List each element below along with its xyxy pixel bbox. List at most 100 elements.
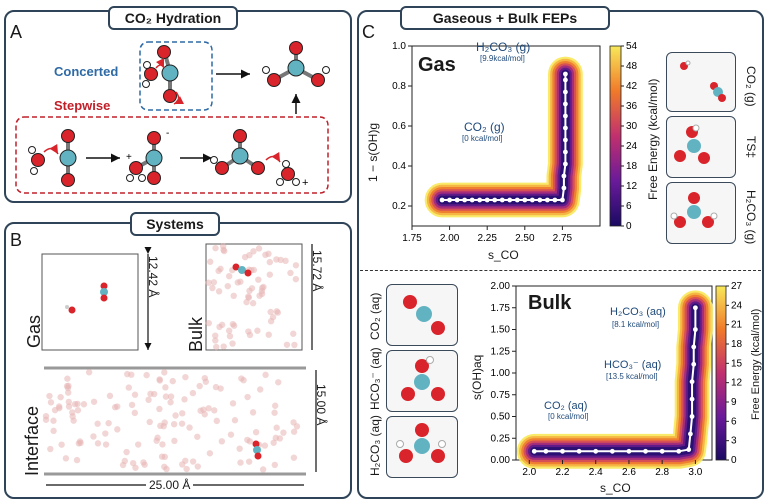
path-point	[563, 89, 568, 95]
h2co3-product	[262, 41, 330, 87]
panel-a-title: CO₂ Hydration	[108, 6, 238, 30]
y-tick-label: 1.25	[491, 346, 511, 357]
stepwise-intermediate: - +	[126, 128, 169, 185]
path-point	[689, 414, 695, 419]
colorbar-tick-label: 3	[731, 436, 737, 447]
colorbar-tick-label: 24	[731, 300, 743, 311]
bulk-path	[531, 305, 698, 454]
path-point	[561, 185, 567, 191]
bulk-xlabel: s_CO	[600, 481, 631, 495]
colorbar-tick-label: 18	[626, 161, 638, 172]
interface-box	[44, 368, 306, 474]
colorbar-tick-label: 27	[731, 281, 743, 292]
gas-box	[41, 253, 139, 351]
path-point	[689, 379, 695, 385]
path-point	[563, 161, 568, 167]
bulk-co2-value: [0 kcal/mol]	[548, 412, 589, 421]
path-point	[484, 197, 490, 203]
y-tick-label: 1.00	[491, 368, 511, 379]
bulk-colorbar-label: Free Energy (kcal/mol)	[750, 308, 762, 420]
path-point	[626, 448, 632, 454]
charge-minus: -	[166, 128, 169, 139]
stepwise-product: +	[210, 129, 308, 189]
gas-h2co3-label: H₂CO₃ (g)	[476, 40, 531, 54]
bulk-dim-label: 15.72 Å	[310, 250, 324, 292]
gas-co2-value: [0 kcal/mol]	[462, 134, 503, 143]
path-point	[543, 448, 549, 454]
bulk-fep-chart: 2.0 2.2 2.4 2.6 2.8 3.0 0.00 0.25 0.50 0.75 1.00 1…	[491, 281, 743, 478]
concerted-reactant	[142, 45, 185, 105]
path-point	[544, 197, 550, 203]
path-point	[537, 197, 543, 203]
bulk-h2co3-value: [8.1 kcal/mol]	[612, 320, 660, 329]
thumb-ts-gas	[666, 116, 736, 178]
y-tick-label: 0.00	[491, 455, 511, 466]
bulk-x-ticks: 2.0 2.2 2.4 2.6 2.8 3.0	[522, 460, 703, 478]
colorbar-tick-label: 24	[626, 141, 638, 152]
y-tick-label: 1.50	[491, 325, 511, 336]
bulk-ylabel: s(OH)aq	[470, 354, 484, 400]
colorbar-tick-label: 6	[626, 201, 632, 212]
path-point	[439, 197, 445, 203]
gas-x-ticks: 1.75 2.00 2.25 2.50 2.75	[402, 226, 573, 244]
stepwise-box	[15, 116, 329, 194]
x-tick-label: 2.8	[655, 467, 669, 478]
x-tick-label: 3.0	[688, 467, 702, 478]
y-tick-label: 1.75	[491, 303, 511, 314]
x-tick-label: 2.4	[589, 467, 603, 478]
path-point	[689, 396, 695, 402]
colorbar-tick-label: 12	[731, 378, 743, 389]
y-tick-label: 0.6	[392, 121, 406, 132]
path-point	[609, 448, 615, 454]
path-point	[499, 197, 505, 203]
thumb-h2co3-aq-label: H₂CO₃ (aq)	[368, 415, 382, 476]
y-tick-label: 0.8	[392, 81, 406, 92]
stepwise-reactant	[28, 129, 77, 187]
path-point	[492, 197, 498, 203]
gas-colorbar-label: Free Energy (kcal/mol)	[646, 78, 660, 200]
y-tick-label: 0.2	[392, 201, 406, 212]
x-tick-label: 2.50	[515, 233, 535, 244]
interface-dim-label: 15.00 Å	[314, 384, 328, 426]
x-tick-label: 2.2	[556, 467, 570, 478]
interface-water	[42, 369, 301, 473]
path-point	[576, 448, 582, 454]
colorbar-tick-label: 9	[731, 397, 737, 408]
colorbar-tick-label: 21	[731, 320, 743, 331]
y-tick-label: 0.4	[392, 161, 406, 172]
path-point	[686, 447, 692, 452]
path-point	[552, 197, 558, 203]
interface-width-label: 25.00 Å	[146, 478, 194, 492]
panel-b-boxes	[41, 242, 317, 486]
colorbar-tick-label: 48	[626, 61, 638, 72]
thumb-co2-gas	[666, 52, 736, 112]
panel-a-letter: A	[10, 22, 23, 42]
thumb-ts-gas-label: TS‡	[744, 136, 758, 159]
bulk-colorbar-ticks: 0 3 6 9 12 15 18 21 24 27	[726, 281, 743, 466]
path-point	[514, 197, 520, 203]
colorbar-tick-label: 12	[626, 181, 638, 192]
stepwise-label: Stepwise	[54, 98, 111, 113]
path-point	[563, 113, 568, 119]
path-point	[560, 448, 565, 454]
gas-label: Gas	[24, 314, 44, 348]
thumb-h2co3-gas-label: H₂CO₃ (g)	[744, 190, 758, 245]
path-point	[692, 327, 698, 332]
colorbar-tick-label: 36	[626, 101, 638, 112]
panel-b-letter: B	[10, 230, 23, 250]
panel-c-letter: C	[362, 22, 375, 42]
bulk-chart-title: Bulk	[528, 292, 572, 314]
y-tick-label: 0.25	[491, 433, 511, 444]
path-point	[676, 448, 682, 454]
concerted-box	[139, 41, 213, 111]
path-point	[454, 197, 460, 203]
path-point	[522, 197, 528, 203]
path-point	[531, 448, 537, 454]
x-tick-label: 2.75	[553, 233, 573, 244]
path-point	[477, 197, 483, 203]
colorbar-tick-label: 54	[626, 41, 638, 52]
svg-text:+: +	[302, 177, 308, 189]
path-point	[593, 448, 599, 454]
path-point	[563, 71, 568, 77]
gas-ylabel: 1 − s(OH)g	[366, 122, 380, 182]
